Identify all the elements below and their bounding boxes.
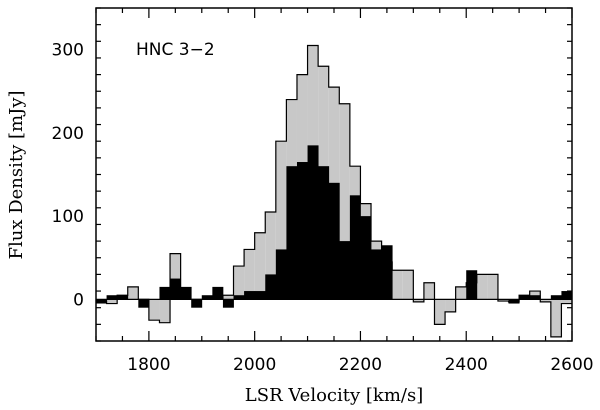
y-axis-title: Flux Density [mJy] <box>6 90 27 259</box>
gray-bar <box>497 299 509 302</box>
gray-bar <box>148 299 160 321</box>
gray-bar <box>434 299 446 325</box>
black-bar <box>360 216 372 300</box>
x-tick-label: 2600 <box>550 355 593 375</box>
gray-bar <box>413 299 424 302</box>
black-bar <box>328 182 340 300</box>
black-bar <box>381 245 393 300</box>
x-tick-label: 2400 <box>445 355 488 375</box>
gray-bar <box>561 299 572 304</box>
gray-bar <box>423 282 435 300</box>
black-bar <box>191 299 203 308</box>
gray-bar <box>222 295 234 300</box>
ticks-layer: 1800 2000 2200 2400 2600 0 100 200 300 <box>52 7 594 375</box>
annotation-label: HNC 3−2 <box>136 40 215 60</box>
gray-bar <box>455 286 467 300</box>
black-bar <box>466 270 478 300</box>
black-bar <box>265 274 277 300</box>
gray-bar <box>254 232 266 300</box>
y-tick-label: 300 <box>52 41 84 61</box>
black-bar <box>349 195 361 300</box>
gray-bar <box>244 249 255 300</box>
plot-frame <box>95 7 573 342</box>
gray-bar <box>402 270 414 300</box>
black-bar <box>318 166 330 300</box>
series-layer <box>96 44 573 338</box>
black-bar <box>212 286 224 300</box>
gray-bar <box>487 274 498 300</box>
x-tick-label: 1800 <box>127 355 170 375</box>
black-bar <box>254 291 266 300</box>
gray-bar <box>392 270 403 300</box>
gray-bar <box>476 274 488 300</box>
black-bar <box>96 299 107 304</box>
gray-series-outline <box>96 44 572 338</box>
black-bar <box>117 295 129 300</box>
gray-bar <box>550 299 562 337</box>
black-bar <box>180 286 192 300</box>
gray-bar <box>275 141 287 300</box>
black-bar <box>106 295 118 300</box>
black-bar <box>508 299 520 304</box>
black-bar <box>296 162 308 300</box>
black-bar <box>519 295 531 300</box>
black-bar <box>307 145 319 300</box>
y-tick-label: 100 <box>52 207 84 227</box>
y-tick-label: 200 <box>52 124 84 144</box>
black-bar <box>159 286 171 300</box>
black-bar <box>222 299 234 308</box>
black-bar <box>138 299 150 308</box>
gray-bar <box>106 299 118 304</box>
black-bar <box>371 249 382 300</box>
gray-bar <box>445 299 456 312</box>
black-bar <box>244 291 256 300</box>
black-bar <box>561 291 573 300</box>
gray-bar <box>265 211 276 300</box>
black-bar <box>529 295 541 300</box>
black-bar <box>339 241 351 300</box>
black-bar <box>286 166 298 300</box>
gray-bar <box>339 103 350 300</box>
x-axis-title: LSR Velocity [km/s] <box>245 385 423 406</box>
black-bar <box>275 249 287 300</box>
gray-bar <box>159 299 171 323</box>
gray-bar <box>233 266 245 300</box>
gray-bar <box>540 299 551 302</box>
gray-bar <box>127 286 139 300</box>
black-bar <box>550 295 562 300</box>
x-tick-label: 2000 <box>233 355 276 375</box>
y-tick-label: 0 <box>73 290 84 310</box>
x-tick-label: 2200 <box>339 355 382 375</box>
gray-bar <box>170 253 181 300</box>
black-bar <box>201 295 213 300</box>
black-bar <box>233 295 245 300</box>
black-bar <box>170 278 182 300</box>
